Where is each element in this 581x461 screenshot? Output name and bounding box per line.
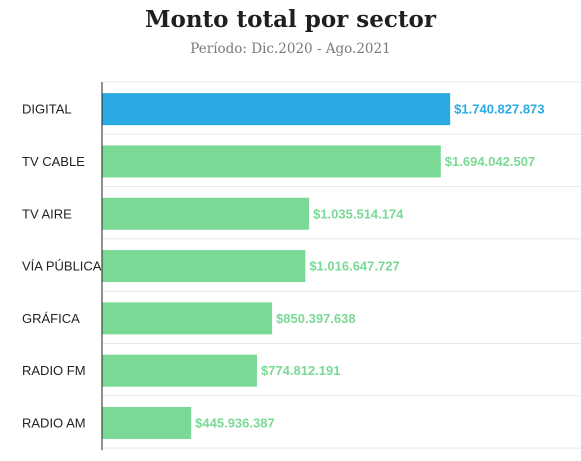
- category-label: RADIO FM: [22, 363, 86, 378]
- data-label: $1.035.514.174: [313, 206, 404, 221]
- bar: [102, 354, 257, 387]
- data-label: $1.694.042.507: [445, 154, 535, 169]
- data-label: $850.397.638: [276, 311, 356, 326]
- category-label: VÍA PÚBLICA: [22, 259, 102, 274]
- bar: [102, 93, 451, 126]
- category-label: DIGITAL: [22, 102, 72, 117]
- data-label: $1.016.647.727: [309, 259, 399, 274]
- data-label: $445.936.387: [195, 415, 275, 430]
- category-label: GRÁFICA: [22, 311, 80, 326]
- chart-subtitle: Período: Dic.2020 - Ago.2021: [190, 41, 391, 57]
- data-label: $1.740.827.873: [454, 102, 544, 117]
- category-label: TV CABLE: [22, 154, 85, 169]
- category-label: TV AIRE: [22, 206, 72, 221]
- bar: [102, 197, 310, 230]
- category-label: RADIO AM: [22, 415, 86, 430]
- chart-title: Monto total por sector: [145, 6, 436, 33]
- bar: [102, 250, 306, 283]
- bar: [102, 145, 441, 178]
- bar: [102, 302, 273, 335]
- data-label: $774.812.191: [261, 363, 341, 378]
- bar: [102, 406, 192, 439]
